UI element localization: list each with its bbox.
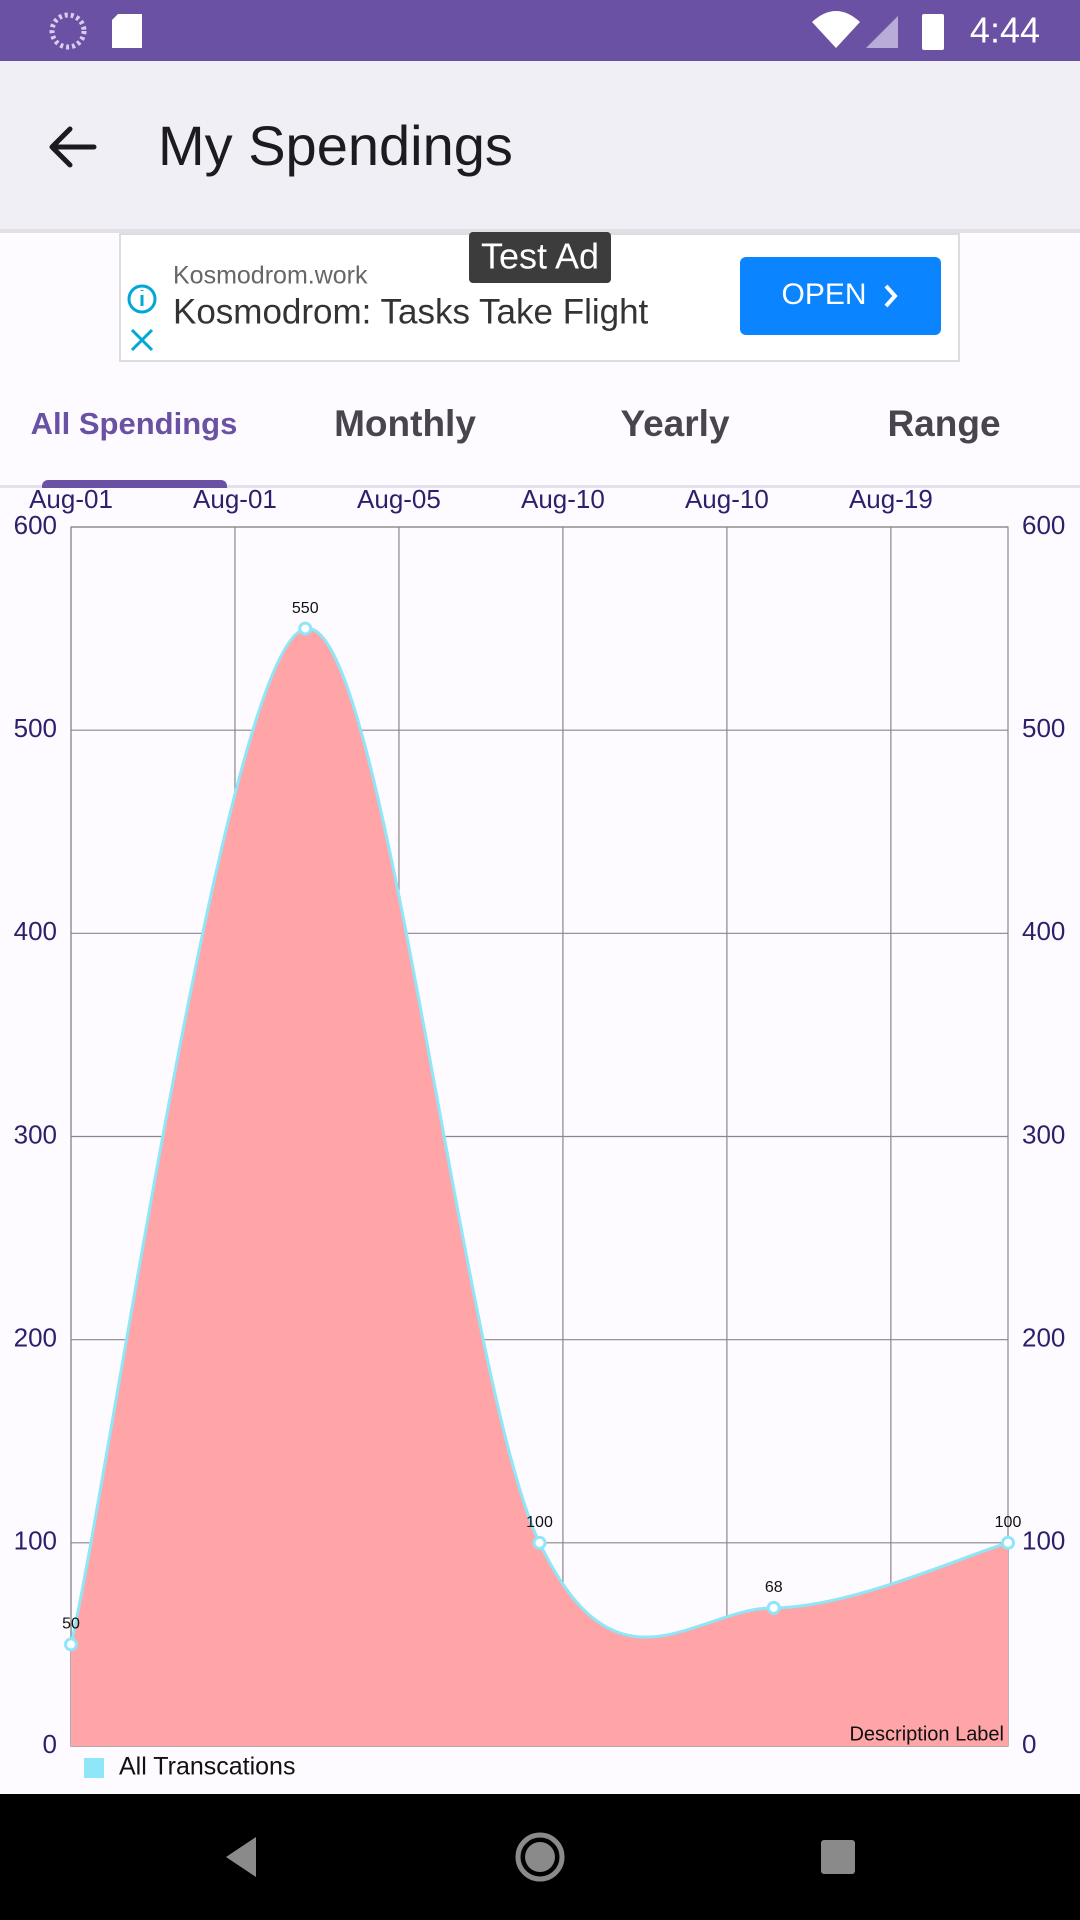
app-title: My Spendings [158,114,513,177]
y2-tick-label: 100 [1022,1526,1065,1556]
y2-tick-label: 600 [1022,510,1065,540]
data-label: 50 [62,1616,80,1633]
data-point [766,1600,781,1615]
y-tick-label: 600 [14,510,57,540]
y-tick-label: 100 [14,1526,57,1556]
wifi-icon [812,11,860,48]
data-point [298,621,313,636]
x-tick-label: Aug-01 [29,484,113,514]
ad-info-icon[interactable] [127,284,157,314]
y2-tick-label: 500 [1022,713,1065,743]
data-label: 550 [292,600,319,617]
x-tick-label: Aug-19 [849,484,933,514]
tab[interactable]: All Spendings [31,406,238,441]
tab[interactable]: Monthly [334,403,476,444]
y2-tick-label: 400 [1022,916,1065,946]
y-tick-label: 500 [14,713,57,743]
sd-icon [112,14,142,48]
chart: 01002003004005006000100200300400500600Au… [14,484,1066,1781]
y2-tick-label: 0 [1022,1729,1036,1759]
x-tick-label: Aug-05 [357,484,441,514]
data-label: 68 [765,1579,783,1596]
legend-swatch [84,1758,104,1778]
x-tick-label: Aug-01 [193,484,277,514]
y-tick-label: 200 [14,1323,57,1353]
data-point [1001,1535,1015,1550]
legend-label: All Transcations [119,1753,295,1781]
tab-indicator [42,480,227,488]
ad-badge-text: Test Ad [481,236,599,277]
y-tick-label: 400 [14,916,57,946]
status-time: 4:44 [970,10,1040,51]
ad-domain: Kosmodrom.work [173,262,368,290]
y-tick-label: 0 [43,1729,57,1759]
nav-home-ring[interactable] [515,1832,565,1882]
tab[interactable]: Yearly [620,403,729,444]
chart-description: Description Label [849,1723,1004,1745]
ad-chevron [884,284,898,308]
back-button[interactable] [49,126,97,168]
data-point [532,1535,547,1550]
data-point [64,1637,78,1652]
y2-tick-label: 300 [1022,1119,1065,1149]
area-fill [71,628,1008,1746]
battery-icon [922,14,944,50]
status-icon [49,12,87,50]
ad-headline: Kosmodrom: Tasks Take Flight [173,292,649,331]
data-label: 100 [526,1514,553,1531]
app-bar [0,61,1080,230]
y2-tick-label: 200 [1022,1323,1065,1353]
y-tick-label: 300 [14,1119,57,1149]
nav-recents[interactable] [821,1840,855,1874]
status-bar [0,0,1080,61]
data-label: 100 [995,1514,1022,1531]
x-tick-label: Aug-10 [685,484,769,514]
nav-home[interactable] [525,1842,555,1872]
nav-back[interactable] [226,1837,256,1877]
app-bar-shadow [0,229,1080,233]
ad-open-button[interactable] [740,257,941,335]
tab[interactable]: Range [887,403,1000,444]
ad-badge [469,232,611,283]
ad-close-icon[interactable] [130,328,154,352]
tab-divider [0,485,1080,488]
ad-open-text: OPEN [781,278,866,311]
signal-icon [866,16,898,48]
x-tick-label: Aug-10 [521,484,605,514]
